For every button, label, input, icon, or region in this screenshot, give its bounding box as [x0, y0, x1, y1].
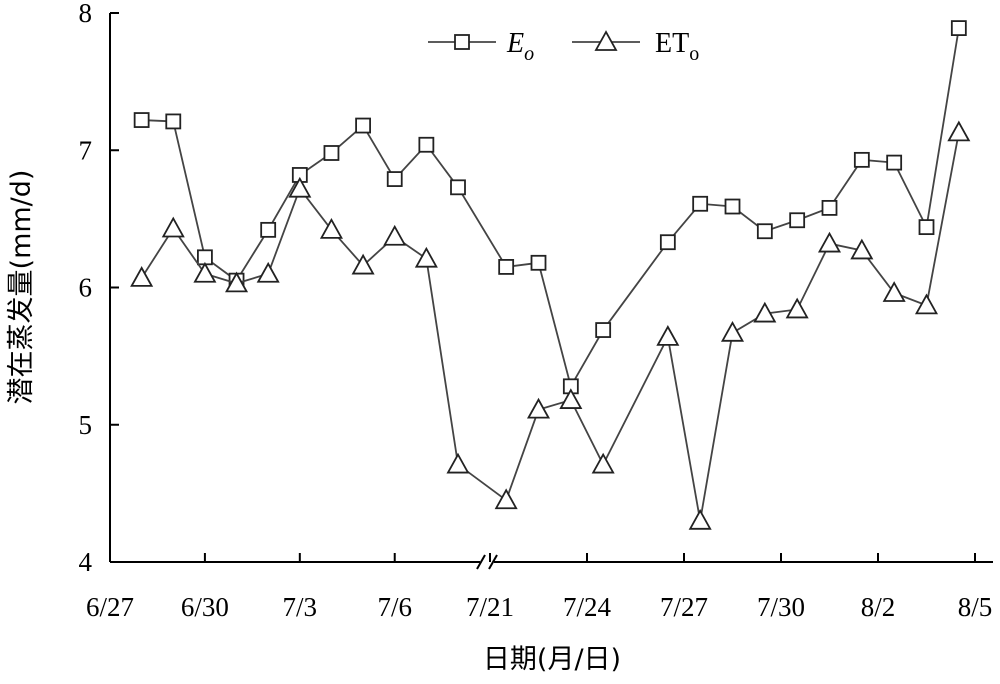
x-tick-label: 7/24	[563, 592, 612, 622]
y-tick-label: 4	[79, 547, 93, 577]
square-point	[659, 234, 676, 251]
x-tick-label: 8/2	[861, 592, 896, 622]
series-layer	[130, 20, 971, 530]
square-point	[918, 219, 935, 236]
x-tick-label: 7/21	[466, 592, 514, 622]
square-point	[821, 199, 838, 216]
square-point	[724, 198, 741, 215]
triangle-point	[656, 325, 680, 346]
axis-break-mark	[476, 554, 486, 570]
y-tick-label: 5	[79, 410, 93, 440]
square-point	[165, 113, 182, 130]
x-tick-label: 8/5	[958, 592, 993, 622]
series-Eo	[133, 20, 967, 395]
legend-item-ETo: ETo	[572, 28, 699, 65]
legend-marker	[594, 30, 618, 51]
square-point	[355, 117, 371, 134]
square-point	[530, 254, 547, 271]
triangle-point	[882, 281, 906, 302]
square-point	[692, 195, 709, 212]
square-point	[853, 151, 870, 168]
y-tick-label: 8	[79, 0, 93, 28]
triangle-point	[559, 388, 583, 409]
ticks: 4 5 6 7 8 6/27 6/30 7/3 7/6 7/21 7/24 7/27 7/30 8/2 8/…	[79, 0, 993, 622]
triangle-point	[753, 301, 777, 323]
triangle-point	[288, 176, 312, 198]
square-point	[386, 171, 403, 187]
triangle-point	[383, 224, 407, 246]
x-tick-label: 7/30	[757, 592, 805, 622]
x-tick-label: 7/27	[660, 592, 708, 622]
y-axis-title: 潜在蒸发量(mm/d)	[6, 170, 37, 405]
square-point	[133, 112, 150, 128]
square-point	[950, 20, 967, 36]
square-point	[498, 259, 515, 275]
square-point	[450, 179, 466, 196]
triangle-point	[256, 261, 280, 283]
x-axis-title: 日期(月/日)	[483, 644, 621, 675]
square-point	[260, 221, 277, 238]
triangle-point	[785, 297, 809, 319]
legend: Eo ETo	[428, 28, 699, 65]
triangle-point	[319, 218, 343, 239]
y-tick-label: 6	[79, 273, 93, 303]
triangle-point	[161, 216, 185, 238]
legend-label: ETo	[655, 28, 699, 65]
triangle-point	[130, 266, 154, 287]
triangle-point	[914, 293, 939, 315]
triangle-point	[193, 261, 217, 283]
triangle-point	[947, 120, 971, 142]
triangle-point	[591, 452, 615, 474]
triangle-point	[446, 452, 470, 474]
axis-break-mark	[488, 554, 498, 570]
x-tick-label: 7/6	[377, 592, 412, 622]
square-point	[789, 212, 806, 229]
triangle-point	[720, 320, 745, 342]
series-line	[140, 132, 960, 521]
triangle-point	[817, 231, 842, 253]
legend-marker	[454, 34, 470, 50]
triangle-point	[225, 271, 249, 293]
x-tick-label: 6/27	[86, 592, 134, 622]
triangle-point	[526, 397, 551, 419]
square-point	[756, 223, 773, 240]
y-tick-label: 7	[79, 135, 93, 165]
series-ETo	[130, 120, 971, 530]
legend-label: Eo	[506, 28, 534, 65]
x-tick-label: 7/3	[283, 592, 318, 622]
triangle-point	[414, 246, 438, 268]
triangle-point	[494, 488, 518, 510]
square-point	[418, 136, 435, 153]
square-point	[886, 154, 903, 171]
triangle-point	[850, 238, 874, 260]
legend-item-Eo: Eo	[428, 28, 534, 65]
x-tick-label: 6/30	[181, 592, 229, 622]
triangle-point	[351, 253, 375, 275]
triangle-point	[688, 508, 712, 530]
square-point	[595, 322, 612, 338]
square-point	[323, 145, 340, 161]
